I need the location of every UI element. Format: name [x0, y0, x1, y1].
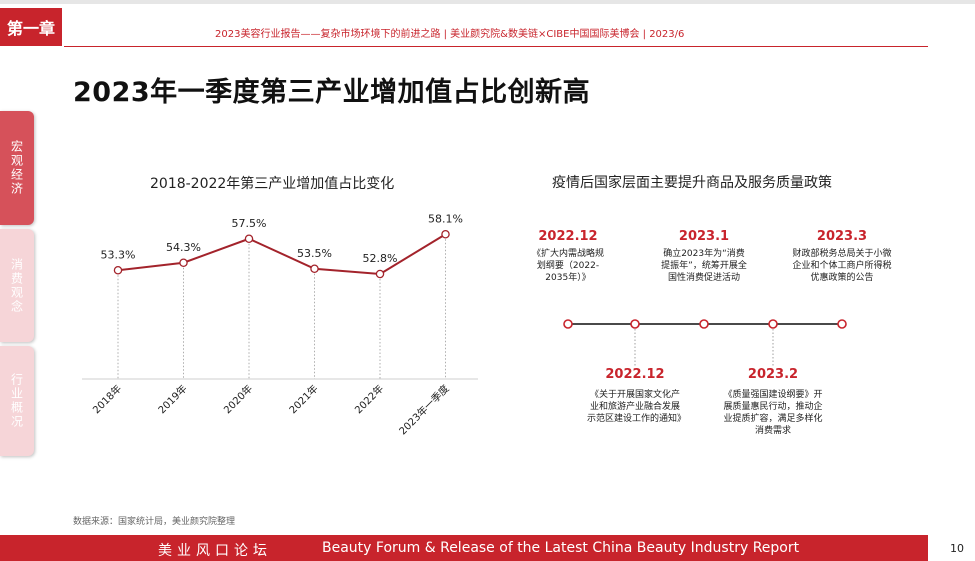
page-title: 2023年一季度第三产业增加值占比创新高: [73, 77, 591, 108]
tick-label: 2022年: [352, 382, 386, 416]
timeline-dot: [768, 319, 778, 329]
data-point: [375, 269, 385, 279]
data-label: 52.8%: [363, 252, 398, 265]
header-line: 2023美容行业报告——复杂市场环境下的前进之路 | 美业颜究院&数美链×CIB…: [215, 29, 685, 40]
data-source: 数据来源：国家统计局，美业颜究院整理: [73, 517, 236, 527]
footer-forum-name: 美业风口论坛: [158, 543, 272, 559]
timeline-text: 《质量强国建设纲要》开展质量惠民行动，推动企业提质扩容，满足多样化消费需求: [723, 390, 823, 436]
side-tab-macro-economy[interactable]: 宏观经济: [0, 111, 34, 225]
tick-label: 2021年: [286, 382, 320, 416]
timeline-dot: [837, 319, 847, 329]
data-label: 53.3%: [101, 248, 136, 261]
line-chart: 53.3% 2018年 54.3% 2019年 57.5% 2020年 53.5% 2021年…: [82, 212, 478, 437]
timeline-date: 2022.12: [538, 229, 598, 244]
timeline-text: 《关于开展国家文化产业和旅游产业融合发展示范区建设工作的通知》: [587, 390, 687, 424]
data-point: [441, 229, 450, 239]
series-line: [117, 233, 447, 276]
chapter-badge: 第一章: [0, 8, 62, 46]
data-label: 57.5%: [232, 217, 267, 230]
data-point: [113, 266, 123, 275]
timeline-dot: [630, 319, 640, 329]
tick-label: 2018年: [90, 382, 124, 416]
tick-label: 2019年: [155, 382, 189, 416]
timeline-date: 2023.3: [816, 229, 868, 244]
policy-title: 疫情后国家层面主要提升商品及服务质量政策: [552, 175, 832, 191]
side-tab-industry-overview[interactable]: 行业概况: [0, 346, 34, 456]
footer-report-name: Beauty Forum & Release of the Latest Chi…: [322, 540, 800, 556]
tick-label: 2020年: [221, 382, 255, 416]
data-label: 54.3%: [166, 241, 201, 254]
timeline-dot: [699, 319, 709, 329]
timeline-text: 《扩大内需战略规划纲要（2022-2035年）》: [531, 249, 604, 283]
data-label: 58.1%: [428, 212, 463, 225]
footer: 美业风口论坛 Beauty Forum & Release of the Lat…: [0, 535, 975, 561]
top-strip: [0, 0, 975, 4]
footer-page-box: [928, 535, 975, 561]
tick-label: 2023年一季度: [396, 382, 451, 437]
policy-timeline: [563, 319, 847, 366]
data-label: 53.5%: [297, 247, 332, 260]
timeline-dot: [563, 319, 573, 329]
side-tab-consumption-concept[interactable]: 消费观念: [0, 229, 34, 342]
data-point: [310, 264, 319, 274]
timeline-text: 财政部税务总局关于小微企业和个体工商户所得税优惠政策的公告: [792, 249, 892, 283]
timeline-date: 2023.2: [747, 367, 799, 382]
header-rule: [64, 46, 928, 47]
data-point: [179, 258, 188, 268]
timeline-date: 2023.1: [678, 229, 730, 244]
page-number: 10: [950, 542, 964, 555]
data-point: [244, 234, 254, 244]
chart-title: 2018-2022年第三产业增加值占比变化: [150, 176, 395, 192]
timeline-date: 2022.12: [605, 367, 665, 382]
timeline-text: 确立2023年为“消费提振年”，统筹开展全国性消费促进活动: [661, 249, 747, 283]
